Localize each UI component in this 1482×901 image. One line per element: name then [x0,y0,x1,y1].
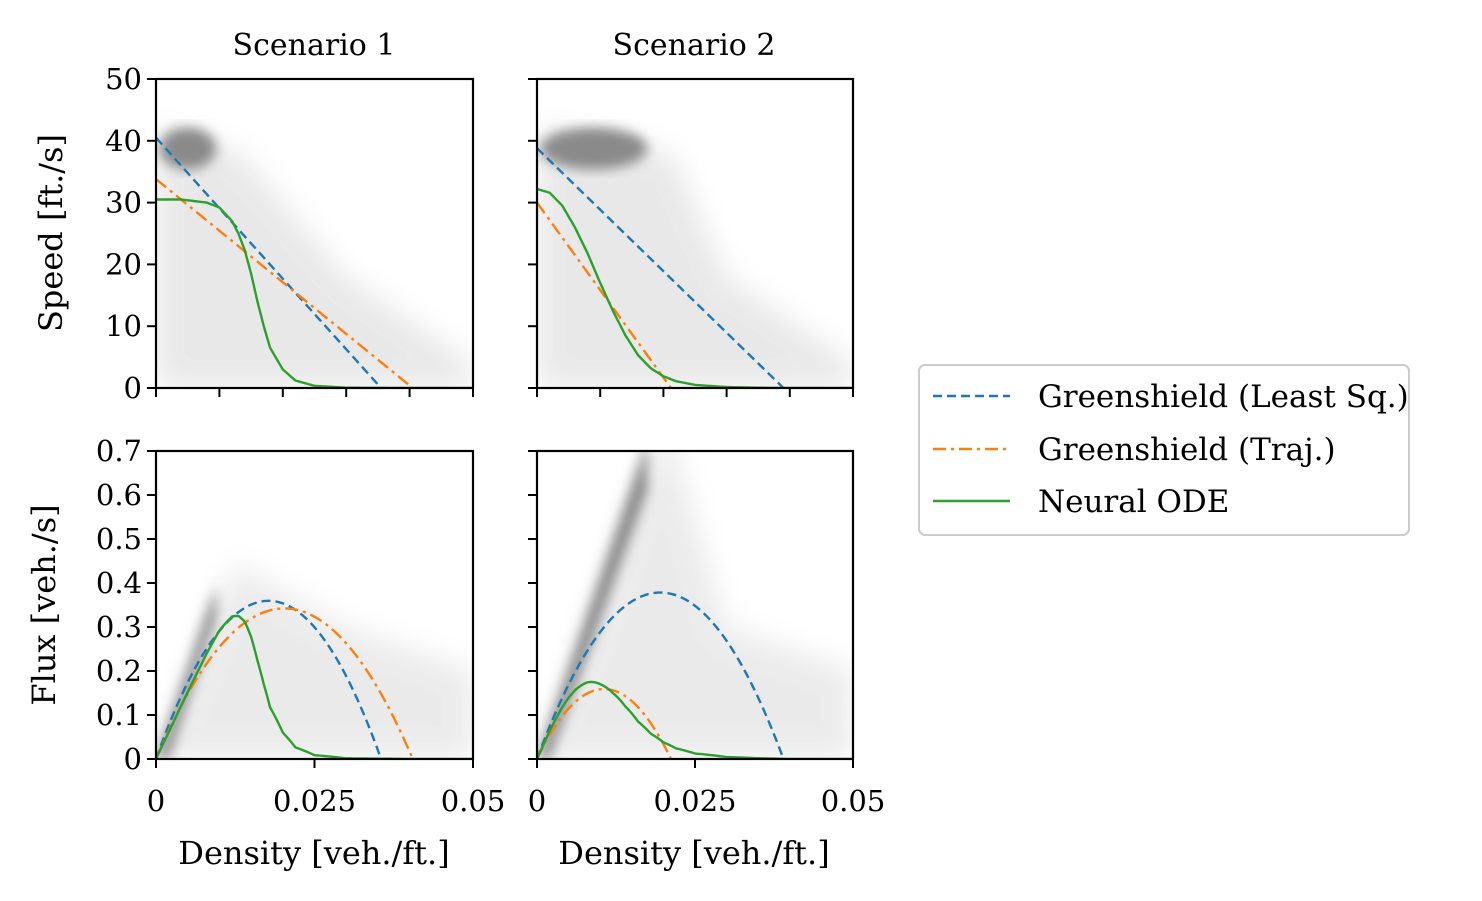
curve-neural-ode [537,187,853,388]
panel-r0-c1-data [537,127,853,388]
curve-greenshield-traj [537,687,673,759]
panel-r1-c1: 0 0.025 0.05 [528,449,886,818]
scatter-haze [156,563,473,759]
scatter-dense-cluster [159,127,217,170]
scatter-haze [156,128,473,388]
panel-r1-c0: 0 0.1 0.2 0.3 0.4 0.5 0.6 0.7 0 0.025 0.05 [96,434,505,818]
x-tick-label: 0.05 [821,784,886,818]
scenario-1-title: Scenario 1 [233,28,396,63]
panel-r1-c1-data [537,451,853,759]
y-tick-label: 0.1 [96,698,142,732]
x-tick-label: 0 [147,784,165,818]
x-tick-label: 0.05 [441,784,506,818]
y-tick-label: 40 [105,124,142,158]
y-tick-label: 50 [105,62,142,96]
curve-greenshield-traj [156,178,414,388]
speed-axis-label: Speed [ft./s] [32,134,70,332]
y-tick-label: 0.3 [96,610,142,644]
y-tick-label: 30 [105,186,142,220]
curve-greenshield-traj [156,607,414,759]
legend-label-greenshield-ls: Greenshield (Least Sq.) [1038,379,1409,415]
legend: Greenshield (Least Sq.) Greenshield (Tra… [918,364,1410,536]
panel-r1-c0-data [156,563,473,759]
y-tick-label: 20 [105,247,142,281]
panel-r0-c1-frame [535,77,855,390]
scatter-haze [537,128,853,388]
density-axis-label-2: Density [veh./ft.] [558,834,829,872]
scatter-haze [537,451,853,759]
panel-r0-c0-frame [154,77,475,390]
density-axis-label-1: Density [veh./ft.] [178,834,449,872]
scenario-2-title: Scenario 2 [613,28,776,63]
curve-neural-ode [156,614,473,759]
x-tick-label: 0.025 [273,784,356,818]
panel-r0-c1 [528,77,855,397]
legend-label-neural-ode: Neural ODE [1038,484,1229,520]
flux-axis-label: Flux [veh./s] [25,504,63,705]
legend-label-greenshield-traj: Greenshield (Traj.) [1038,432,1336,468]
y-tick-label: 0.4 [96,566,142,600]
curve-greenshield-ls [156,136,382,388]
scatter-dense-band [156,585,217,759]
curve-greenshield-ls [156,599,383,759]
y-tick-label: 10 [105,309,142,343]
panel-r0-c0: 0 10 20 30 40 50 [105,62,475,405]
scatter-dense-cluster [540,127,648,170]
scatter-dense-band [537,451,648,759]
curve-neural-ode [156,198,473,388]
x-tick-label: 0 [528,784,546,818]
curve-neural-ode [537,680,853,759]
legend-frame [918,364,1410,536]
panel-r0-c0-data [156,127,473,388]
x-tick-label: 0.025 [653,784,736,818]
curve-greenshield-ls [537,591,785,759]
y-tick-label: 0.7 [96,434,142,468]
y-tick-label: 0.5 [96,522,142,556]
y-tick-label: 0 [124,742,142,776]
y-tick-label: 0.2 [96,654,142,688]
y-tick-label: 0.6 [96,478,142,512]
curve-greenshield-ls [537,147,785,388]
curve-greenshield-traj [537,201,672,388]
y-tick-label: 0 [124,371,142,405]
